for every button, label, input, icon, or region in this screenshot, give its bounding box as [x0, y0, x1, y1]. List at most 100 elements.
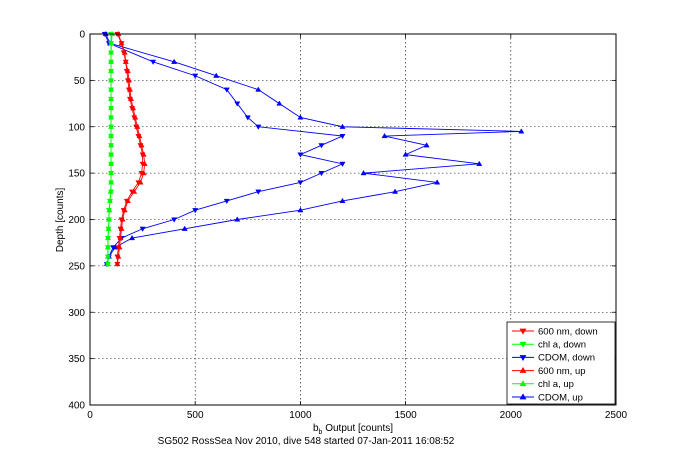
data-point — [108, 151, 115, 157]
data-point — [108, 40, 115, 46]
data-point — [116, 244, 123, 250]
data-point — [339, 161, 346, 167]
data-point — [114, 260, 121, 267]
data-point — [234, 216, 241, 222]
data-point — [108, 49, 115, 55]
legend-label: chl a, down — [538, 340, 586, 351]
data-point — [518, 128, 525, 134]
data-point — [108, 160, 115, 166]
data-point — [223, 198, 230, 205]
data-point — [115, 253, 122, 259]
data-point — [104, 253, 111, 259]
data-point — [171, 217, 178, 223]
x-axis-label-sub: b — [319, 429, 323, 436]
legend-label: CDOM, down — [538, 353, 595, 364]
data-point — [124, 197, 131, 204]
series-cdom-up — [102, 30, 525, 267]
legend-marker — [519, 380, 527, 387]
chart-caption: SG502 RossSea Nov 2010, dive 548 started… — [158, 436, 455, 447]
legend-label: chl a, up — [538, 379, 574, 390]
data-point — [108, 123, 115, 129]
data-point — [141, 160, 148, 166]
data-point — [107, 188, 114, 194]
data-point — [192, 73, 199, 79]
axis-ticks: 0 500 1000 1500 2000 2500 0 50 100 150 200 250 300 35… — [68, 30, 627, 422]
data-point — [124, 68, 131, 74]
x-axis-label-main: b — [313, 423, 319, 434]
x-axis-label-rest: Output [counts] — [322, 423, 393, 434]
x-tick-label: 500 — [187, 410, 204, 421]
data-point — [119, 216, 126, 222]
legend-marker — [519, 341, 527, 348]
data-point — [126, 86, 134, 92]
data-point — [360, 170, 367, 176]
data-point — [423, 142, 430, 148]
data-point — [104, 244, 111, 250]
data-point — [108, 58, 115, 64]
data-point — [255, 189, 262, 195]
data-point — [105, 216, 112, 222]
data-point — [104, 260, 111, 267]
data-point — [339, 133, 346, 140]
series-line — [105, 33, 522, 265]
y-axis-label: Depth [counts] — [55, 188, 66, 253]
x-tick-label: 1000 — [289, 410, 312, 421]
legend-marker — [519, 328, 527, 335]
data-point — [131, 188, 138, 194]
data-point — [136, 132, 143, 139]
legend-marker — [519, 355, 527, 361]
data-point — [140, 170, 147, 176]
data-point — [108, 142, 115, 148]
data-point — [121, 49, 128, 55]
data-point — [255, 124, 262, 130]
data-point — [339, 123, 346, 129]
data-point — [392, 188, 399, 194]
data-point — [339, 197, 346, 204]
data-point — [297, 207, 304, 213]
data-point — [137, 179, 144, 185]
data-point — [276, 100, 283, 106]
y-tick-label: 350 — [68, 354, 85, 365]
legend: 600 nm, down chl a, down CDOM, down 600 nm,… — [506, 321, 616, 405]
x-tick-label: 0 — [87, 410, 93, 421]
data-point — [121, 207, 128, 213]
data-point — [108, 68, 115, 74]
data-point — [213, 72, 220, 78]
series-layer — [101, 30, 525, 268]
data-point — [105, 234, 112, 241]
data-point — [138, 142, 145, 148]
data-point — [108, 86, 115, 92]
data-point — [244, 115, 251, 121]
y-tick-label: 150 — [68, 169, 85, 180]
data-point — [117, 234, 124, 241]
data-point — [118, 225, 125, 231]
data-point — [381, 132, 388, 139]
data-point — [132, 114, 139, 120]
data-point — [118, 40, 125, 46]
data-point — [434, 179, 441, 185]
data-point — [192, 208, 199, 214]
data-point — [402, 151, 409, 157]
legend-label: CDOM, up — [538, 392, 583, 403]
y-tick-label: 250 — [68, 261, 85, 272]
legend-marker — [519, 367, 527, 373]
data-point — [234, 101, 241, 107]
data-point — [318, 143, 325, 149]
data-point — [134, 123, 141, 129]
data-point — [297, 114, 304, 120]
x-axis-label: bb Output [counts] — [313, 423, 393, 436]
data-point — [140, 151, 147, 157]
y-tick-label: 50 — [74, 76, 86, 87]
data-point — [297, 152, 304, 158]
data-point — [122, 58, 129, 64]
data-point — [106, 197, 114, 204]
data-point — [106, 207, 113, 213]
legend-marker — [519, 393, 527, 400]
data-point — [255, 86, 262, 92]
data-point — [108, 132, 115, 139]
y-tick-label: 300 — [68, 308, 85, 319]
data-point — [108, 170, 115, 176]
legend-box — [506, 321, 616, 405]
data-point — [139, 226, 146, 232]
